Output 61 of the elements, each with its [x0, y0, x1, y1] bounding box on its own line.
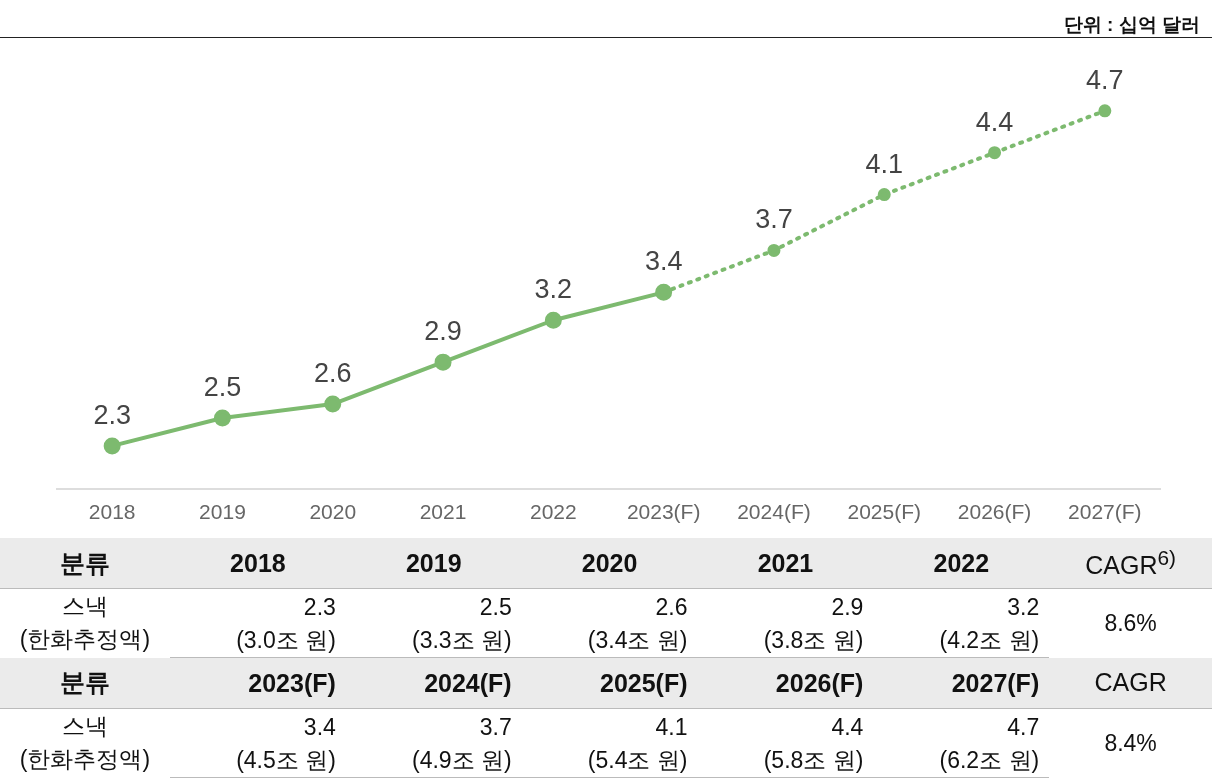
category-label: 2021 — [757, 548, 814, 577]
category-label: 2025(F) — [599, 668, 688, 697]
text: 분류 — [0, 538, 170, 589]
text: 2.3 — [303, 594, 336, 620]
text: 8.6% — [1103, 608, 1158, 638]
text: (3.0조 원) — [236, 627, 336, 653]
category-label: 2027(F) — [951, 668, 1040, 697]
text: 3.4 — [303, 714, 336, 740]
category-label: 2022 — [933, 548, 990, 577]
chart-subtitle: 단위 : 십억 달러 — [1063, 13, 1200, 37]
text: 스낵 — [62, 593, 108, 620]
text: (3.4조 원) — [587, 627, 688, 653]
data-label: 4.7 — [1086, 64, 1124, 95]
x-tick-label: 2022 — [529, 500, 577, 524]
text: 2.5 — [479, 594, 512, 620]
x-tick-label: 2025(F) — [847, 500, 922, 524]
x-tick-label: 2026(F) — [957, 500, 1032, 524]
data-label: 4.1 — [865, 148, 904, 179]
text: (4.5조 원) — [236, 747, 336, 773]
data-label: 3.7 — [755, 204, 793, 235]
text: 4.7 — [1007, 714, 1040, 740]
text: CAGR$^{6)}$ — [1049, 538, 1212, 589]
data-label: 3.2 — [534, 274, 573, 305]
text: 3.7 — [479, 714, 512, 740]
category-label: 2026(F) — [775, 668, 864, 697]
x-tick-label: 2020 — [309, 500, 357, 524]
text: (3.8조 원) — [763, 627, 864, 653]
x-tick-label: 2024(F) — [737, 500, 811, 524]
text: 분류 — [60, 668, 110, 697]
text: (한화추정액) — [19, 626, 151, 653]
data-label: 2.9 — [424, 316, 462, 347]
text: 8.4% — [1103, 728, 1158, 758]
text: (3.3조 원) — [412, 627, 512, 653]
text: 4.4 — [831, 714, 864, 740]
text: 3.2 — [1007, 594, 1040, 620]
data-label: 2.3 — [93, 399, 131, 430]
data-label: 3.4 — [644, 246, 683, 277]
text: 2.9 — [831, 594, 864, 620]
text: (4.2조 원) — [939, 627, 1040, 653]
text: (6.2조 원) — [939, 747, 1040, 773]
text: 2.6 — [655, 594, 688, 620]
x-tick-label: 2027(F) — [1068, 500, 1142, 524]
category-label: 2020 — [581, 548, 638, 577]
text: 4.1 — [655, 714, 688, 740]
text: (4.9조 원) — [412, 747, 512, 773]
category-label: 2019 — [405, 548, 462, 577]
x-tick-label: 2018 — [88, 500, 136, 524]
x-tick-label: 2023(F) — [626, 500, 701, 524]
x-tick-label: 2021 — [419, 500, 467, 524]
data-label: 4.4 — [975, 106, 1014, 137]
text: CAGR — [1049, 657, 1212, 709]
data-label: 2.5 — [203, 371, 242, 402]
data-label: 2.6 — [313, 358, 352, 389]
category-label: 2024(F) — [424, 668, 512, 697]
text: (5.4조 원) — [587, 747, 688, 773]
text: (한화추정액) — [19, 746, 151, 773]
text: (5.8조 원) — [763, 747, 864, 773]
text: 스낵 — [62, 713, 108, 740]
x-tick-label: 2019 — [199, 500, 246, 524]
category-label: 2018 — [230, 548, 286, 577]
category-label: 2023(F) — [248, 668, 336, 697]
